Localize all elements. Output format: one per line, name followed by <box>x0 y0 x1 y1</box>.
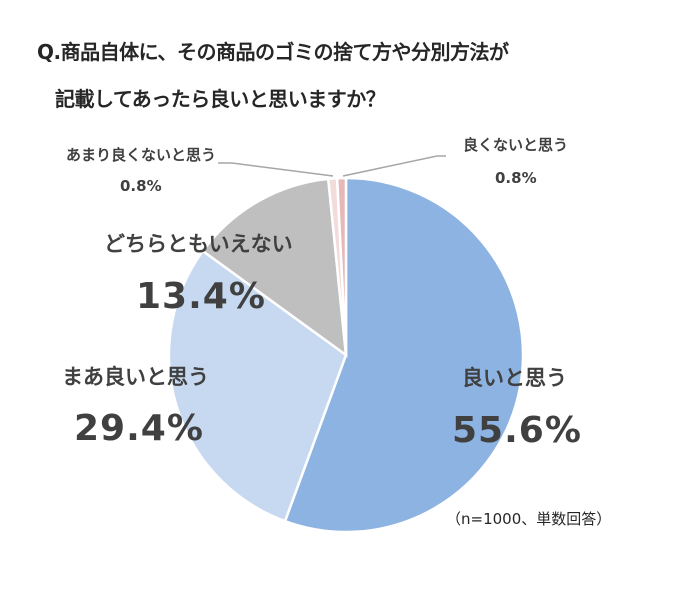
slice-bad <box>335 176 348 356</box>
label-fairly-bad-value: 0.8% <box>120 177 162 195</box>
chart-title-line-1: Q.商品自体に、その商品のゴミの捨て方や分別方法が <box>37 40 509 64</box>
label-good-name: 良いと思う <box>462 366 567 390</box>
pie-slices <box>167 176 525 534</box>
sample-size-note: （n=1000、単数回答） <box>446 510 612 528</box>
leader-line-fairly-bad <box>218 162 334 177</box>
label-fairly-bad-name: あまり良くないと思う <box>66 146 217 164</box>
label-fairly-good-value: 29.4% <box>74 408 204 449</box>
slice-neutral <box>201 177 348 358</box>
label-neutral-value: 13.4% <box>136 276 266 317</box>
chart-title-line-2: 記載してあったら良いと思いますか？ <box>55 87 386 111</box>
label-good-value: 55.6% <box>452 410 582 451</box>
slice-good <box>283 176 525 534</box>
slice-fairly-good <box>167 249 348 523</box>
label-bad-value: 0.8% <box>495 169 537 187</box>
label-bad-name: 良くないと思う <box>463 136 569 154</box>
leader-line-bad <box>342 155 446 177</box>
label-neutral-name: どちらともいえない <box>104 232 293 256</box>
label-fairly-good-name: まあ良いと思う <box>62 365 209 389</box>
